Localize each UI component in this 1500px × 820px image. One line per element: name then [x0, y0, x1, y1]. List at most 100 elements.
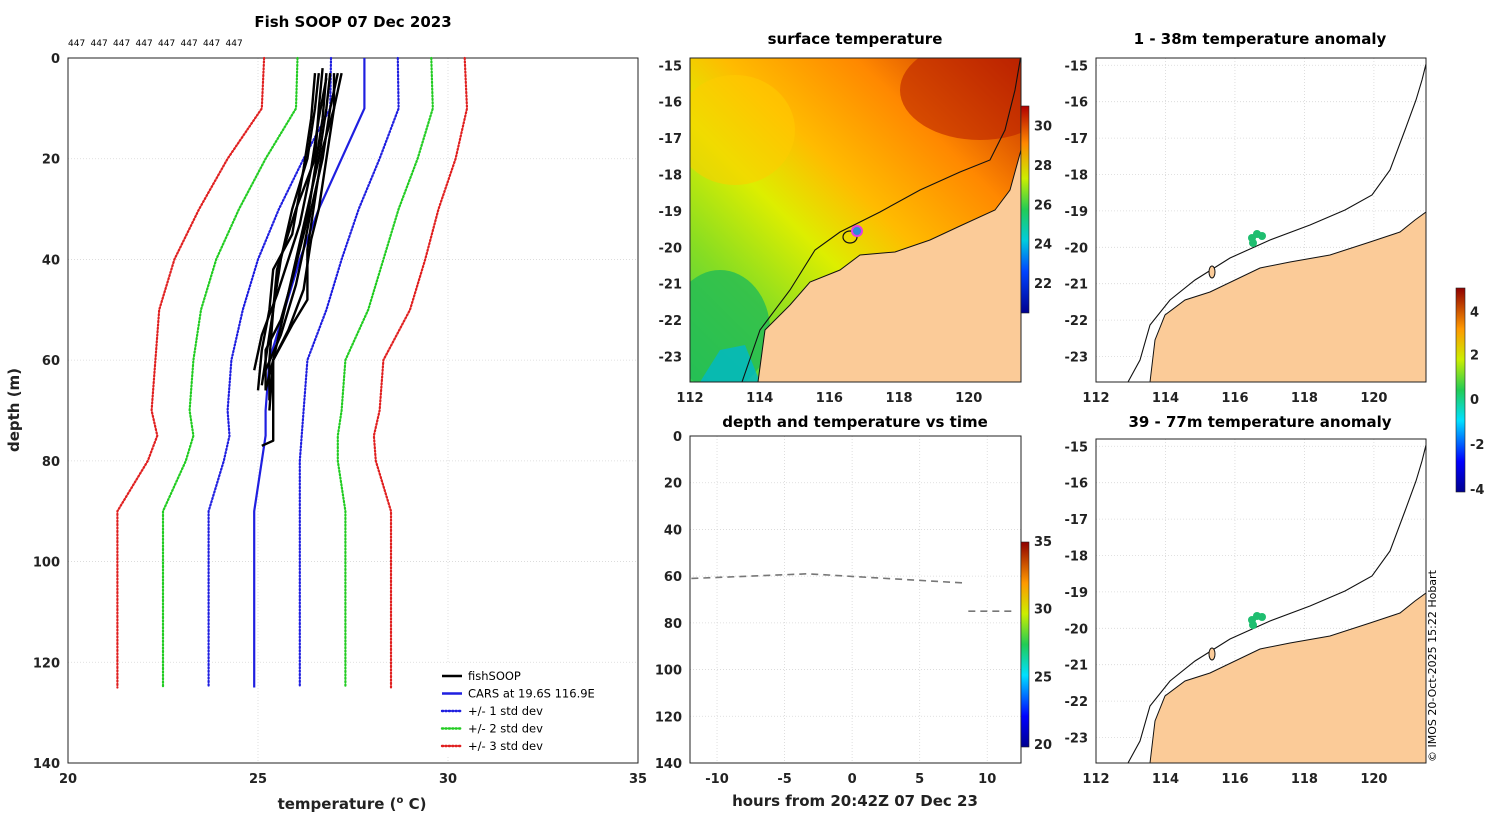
anomaly-point	[1249, 239, 1257, 247]
sst-y-ticks: -15 -16 -17 -18 -19 -20 -21 -22 -23	[659, 59, 683, 365]
colorbar-tick-label: 2	[1470, 348, 1479, 363]
plus-minus-3-std-line	[116, 56, 266, 689]
sst-x-ticks: 112 114 116 118 120	[676, 391, 982, 406]
lat-tick-label: -21	[659, 278, 683, 293]
anomaly-top-contour	[1127, 63, 1426, 382]
lon-tick-label: 114	[1152, 391, 1179, 406]
lon-tick-label: 114	[746, 391, 773, 406]
sst-map-panel: surface temperature 112 114 116 118 120 -15-…	[659, 30, 1053, 406]
sst-coastline	[757, 149, 1021, 382]
x-tick-label: 35	[629, 772, 647, 787]
lat-tick-label: -19	[1065, 586, 1089, 601]
x-tick-label: -10	[705, 772, 729, 787]
lat-tick-label: -19	[659, 205, 683, 220]
colorbar-tick-label: 30	[1034, 120, 1052, 135]
sst-title: surface temperature	[768, 30, 943, 48]
lat-tick-label: -20	[659, 241, 683, 256]
y-tick-label: 100	[33, 556, 60, 571]
anomaly-bottom-map	[1127, 444, 1426, 763]
lat-tick-label: -17	[659, 132, 683, 147]
timeseries-y-ticks: 0 20 40 60 80 100 120 140	[655, 430, 682, 772]
sst-land	[758, 150, 1021, 382]
bottom-reference-line	[691, 573, 968, 584]
legend-label: CARS at 19.6S 116.9E	[468, 687, 595, 701]
legend-label: fishSOOP	[468, 669, 521, 683]
y-tick-label: 100	[655, 664, 682, 679]
lat-tick-label: -17	[1065, 513, 1089, 528]
colorbar-tick-label: 22	[1034, 277, 1052, 292]
lon-tick-label: 118	[885, 391, 912, 406]
x-tick-label: 30	[439, 772, 457, 787]
colorbar-tick-label: 4	[1470, 305, 1479, 320]
lon-tick-label: 120	[1360, 391, 1387, 406]
lat-tick-label: -15	[1065, 440, 1089, 455]
colorbar-tick-label: 24	[1034, 238, 1052, 253]
lat-tick-label: -21	[1065, 659, 1089, 674]
lat-tick-label: -23	[1065, 732, 1089, 747]
fishsoop-profile-line	[253, 77, 328, 371]
colorbar-tick-label: -4	[1470, 483, 1484, 498]
colorbar-tick-label: 26	[1034, 198, 1052, 213]
profile-title: Fish SOOP 07 Dec 2023	[254, 13, 451, 31]
colorbar-tick-label: 35	[1034, 535, 1052, 550]
profile-plot-area	[68, 58, 638, 763]
profile-panel: Fish SOOP 07 Dec 2023 447 447 447 447 447 447…	[5, 13, 647, 813]
profile-lines	[116, 56, 469, 689]
profile-top-label: 447	[113, 39, 130, 49]
anomaly-point	[1258, 613, 1266, 621]
y-tick-label: 140	[33, 757, 60, 772]
anomaly-colorbar	[1455, 287, 1466, 493]
profile-top-label: 447	[68, 39, 85, 49]
lon-tick-label: 118	[1291, 391, 1318, 406]
plus-minus-1-std-line	[207, 56, 333, 689]
lat-tick-label: -16	[659, 96, 683, 111]
legend-label: +/- 3 std dev	[468, 739, 543, 753]
timeseries-panel: depth and temperature vs time -10 -5 0 5 10 …	[655, 413, 1052, 810]
anomaly-top-y-ticks: -15 -16 -17 -18 -19 -20 -21 -22 -23	[1065, 59, 1089, 365]
lat-tick-label: -23	[659, 351, 683, 366]
x-tick-label: -5	[777, 772, 791, 787]
colorbar-tick-label: -2	[1470, 438, 1484, 453]
y-tick-label: 120	[33, 656, 60, 671]
colorbar-tick-label: 0	[1470, 393, 1479, 408]
lat-tick-label: -20	[1065, 622, 1089, 637]
y-tick-label: 20	[42, 153, 60, 168]
lat-tick-label: -22	[1065, 695, 1089, 710]
sst-cool-patch	[690, 270, 770, 382]
y-tick-label: 80	[664, 617, 682, 632]
sst-map-image	[690, 58, 1021, 382]
lon-tick-label: 120	[955, 391, 982, 406]
timeseries-x-ticks: -10 -5 0 5 10	[705, 772, 996, 787]
fishsoop-profile-line	[256, 72, 317, 391]
profile-top-label: 447	[181, 39, 198, 49]
lon-tick-label: 116	[816, 391, 843, 406]
sst-colorbar	[1020, 105, 1030, 314]
y-tick-label: 140	[655, 757, 682, 772]
anomaly-point	[1249, 621, 1257, 629]
plus-minus-2-std-line	[336, 56, 434, 689]
sst-colorbar-ticks: 30 28 26 24 22	[1034, 120, 1052, 292]
sst-hot-patch	[900, 58, 1021, 140]
plus-minus-3-std-line	[372, 56, 469, 689]
lon-tick-label: 112	[1082, 391, 1109, 406]
lon-tick-label: 116	[1221, 772, 1248, 787]
x-tick-label: 10	[978, 772, 996, 787]
lat-tick-label: -16	[1065, 477, 1089, 492]
timeseries-axes-box	[689, 435, 1022, 764]
anomaly-bottom-y-ticks: -15 -16 -17 -18 -19 -20 -21 -22 -23	[1065, 440, 1089, 746]
colorbar-tick-label: 30	[1034, 603, 1052, 618]
lat-tick-label: -21	[1065, 278, 1089, 293]
lat-tick-label: -18	[659, 168, 683, 183]
sst-contour	[741, 58, 1021, 382]
timeseries-colorbar	[1020, 541, 1030, 748]
timeseries-title: depth and temperature vs time	[722, 413, 988, 431]
anomaly-top-x-ticks: 112 114 116 118 120	[1082, 391, 1387, 406]
profile-top-labels: 447 447 447 447 447 447 447 447	[68, 39, 243, 49]
anomaly-top-title: 1 - 38m temperature anomaly	[1134, 30, 1387, 48]
fishsoop-profile-line	[261, 72, 343, 447]
lat-tick-label: -15	[1065, 59, 1089, 74]
legend-box	[436, 664, 612, 756]
lat-tick-label: -15	[659, 59, 683, 74]
fishsoop-profile-line	[264, 72, 332, 391]
